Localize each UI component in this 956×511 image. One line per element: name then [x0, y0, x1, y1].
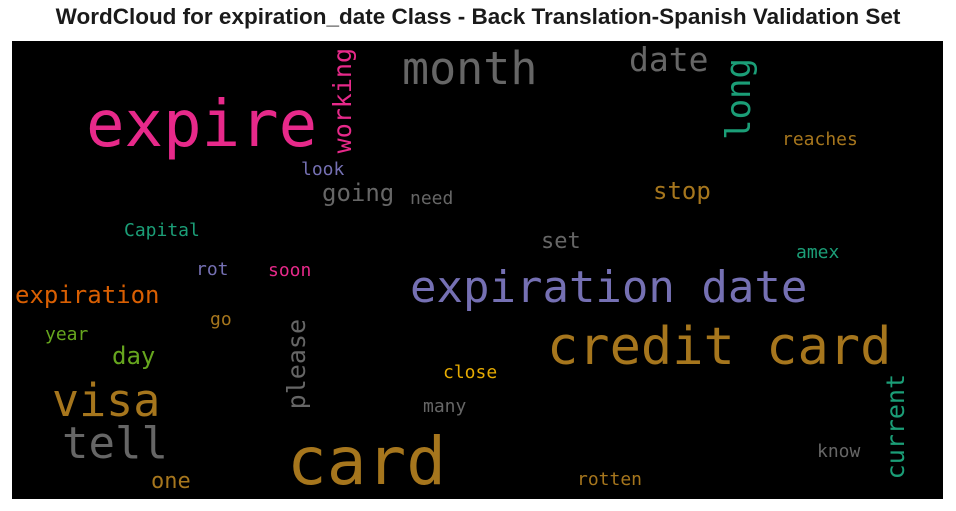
word-month: month: [402, 42, 538, 95]
word-set: set: [541, 229, 581, 254]
word-rotten: rotten: [577, 469, 643, 490]
chart-title: WordCloud for expiration_date Class - Ba…: [55, 4, 901, 29]
word-card: card: [287, 423, 446, 499]
word-soon: soon: [268, 260, 312, 281]
word-visa: visa: [52, 374, 161, 427]
word-know: know: [817, 441, 861, 462]
word-reaches: reaches: [782, 129, 858, 150]
word-many: many: [423, 396, 467, 417]
word-rot: rot: [196, 259, 229, 280]
word-go: go: [210, 309, 232, 330]
word-long: long: [719, 58, 759, 140]
word-date: date: [629, 41, 709, 79]
word-credit-card: credit card: [547, 317, 892, 377]
wordcloud-canvas: card expire credit card expiration date mont…: [12, 41, 943, 499]
word-look: look: [301, 159, 345, 180]
word-capital: Capital: [124, 220, 200, 241]
word-amex: amex: [796, 242, 840, 263]
word-stop: stop: [653, 177, 711, 205]
word-working: working: [328, 48, 357, 154]
word-expire: expire: [86, 88, 318, 162]
word-one: one: [151, 469, 191, 494]
word-close: close: [443, 362, 498, 383]
word-tell: tell: [62, 418, 168, 469]
word-please: please: [282, 319, 311, 410]
word-year: year: [45, 324, 89, 345]
word-need: need: [410, 188, 454, 209]
word-day: day: [112, 342, 156, 370]
word-current: current: [881, 374, 910, 480]
word-expiration-date: expiration date: [410, 262, 808, 313]
word-going: going: [322, 179, 395, 207]
word-expiration: expiration: [15, 281, 160, 309]
